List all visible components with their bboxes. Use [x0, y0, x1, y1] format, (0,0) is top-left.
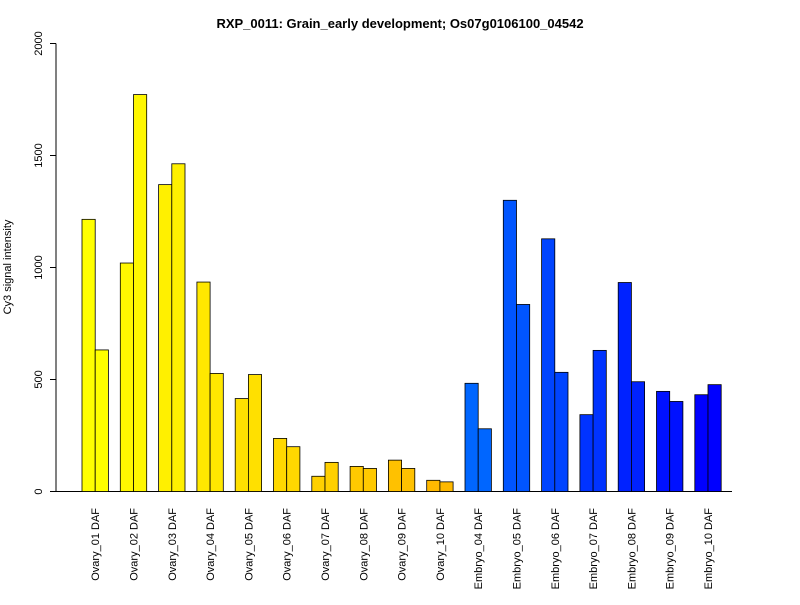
x-tick-label: Ovary_07 DAF: [320, 508, 332, 581]
y-axis-ticks: 0 500 1000 1500 2000: [33, 31, 56, 495]
bar: [349, 466, 364, 492]
x-axis-labels: Ovary_01 DAF Ovary_02 DAF Ovary_03 DAF Ovar…: [90, 508, 715, 590]
bar: [94, 349, 109, 492]
bar: [133, 94, 148, 492]
bar: [439, 481, 454, 492]
bar: [669, 401, 684, 492]
bar: [234, 398, 249, 492]
x-tick-label: Ovary_03 DAF: [167, 508, 179, 581]
bar: [554, 371, 569, 492]
x-tick-label: Ovary_09 DAF: [397, 508, 409, 581]
bar: [579, 414, 594, 492]
bar: [119, 262, 134, 492]
y-tick-label: 0: [33, 488, 45, 494]
bar: [631, 381, 646, 492]
bar: [286, 446, 301, 492]
bar: [158, 184, 173, 492]
y-tick-label: 2000: [33, 31, 45, 55]
y-tick-label: 500: [33, 370, 45, 388]
bar: [541, 238, 556, 492]
x-tick-label: Embryo_08 DAF: [626, 508, 638, 590]
bar: [516, 304, 531, 492]
bar: [502, 199, 517, 492]
bar: [656, 390, 671, 492]
x-tick-label: Ovary_02 DAF: [129, 508, 141, 581]
bar: [464, 382, 479, 492]
bar: [592, 349, 607, 492]
bar: [694, 394, 709, 492]
y-axis-label: Cy3 signal intensity: [2, 219, 14, 314]
bar: [387, 459, 402, 492]
bar: [196, 281, 211, 492]
x-tick-label: Embryo_06 DAF: [550, 508, 562, 590]
bar: [171, 163, 186, 492]
x-tick-label: Ovary_10 DAF: [435, 508, 447, 581]
bar: [362, 468, 377, 492]
x-tick-label: Embryo_05 DAF: [512, 508, 524, 590]
chart-title: RXP_0011: Grain_early development; Os07g…: [216, 16, 583, 31]
bar: [477, 428, 492, 492]
bar: [401, 468, 416, 492]
x-tick-label: Embryo_07 DAF: [588, 508, 600, 590]
bar: [426, 479, 441, 492]
bar: [707, 384, 722, 492]
bar: [273, 438, 288, 492]
bar: [311, 475, 326, 492]
y-tick-label: 1500: [33, 143, 45, 167]
x-tick-label: Ovary_01 DAF: [90, 508, 102, 581]
bar: [209, 373, 224, 492]
bar: [324, 461, 339, 492]
bar: [247, 374, 262, 492]
x-tick-label: Embryo_04 DAF: [473, 508, 485, 590]
y-tick-label: 1000: [33, 255, 45, 279]
x-tick-label: Ovary_04 DAF: [205, 508, 217, 581]
x-tick-label: Embryo_10 DAF: [703, 508, 715, 590]
bars-group: [81, 94, 722, 492]
x-tick-label: Ovary_05 DAF: [243, 508, 255, 581]
bar: [617, 282, 632, 492]
bar: [81, 218, 96, 492]
x-tick-label: Embryo_09 DAF: [665, 508, 677, 590]
x-tick-label: Ovary_06 DAF: [282, 508, 294, 581]
x-tick-label: Ovary_08 DAF: [358, 508, 370, 581]
